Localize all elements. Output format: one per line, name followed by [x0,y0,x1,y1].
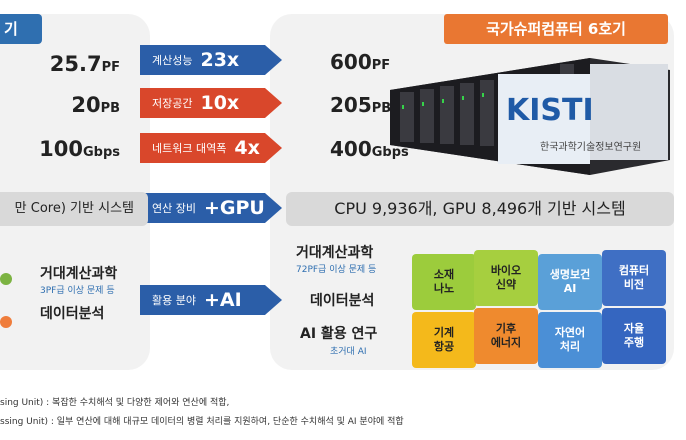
new-use-bigcompute-sub: 72PF급 이상 문제 등 [296,265,377,275]
legacy-use-bigcompute: 거대계산과학 [40,266,118,282]
application-arrow: 활용 분야 +AI [140,285,282,315]
kisti-logo: KISTI [506,93,594,128]
new-use-bigcompute: 거대계산과학 [296,245,374,261]
compute-arrow: 계산성능 23x [140,45,282,75]
puzzle-piece: 기계 항공 [412,312,476,368]
new-compute-value: 600PF [330,50,391,74]
cpu-footnote: sing Unit) : 복잡한 수치해석 및 다양한 제어와 연산에 적합, [0,398,230,408]
new-use-ai: AI 활용 연구 [300,326,378,342]
supercomputer-image: KISTI 한국과학기술정보연구원 [390,58,670,175]
legacy-system-tab: 기 [0,14,42,44]
puzzle-piece: 자연어 처리 [538,312,602,368]
legacy-network-value: 100Gbps [39,137,120,161]
kisti-caption: 한국과학기술정보연구원 [540,141,641,153]
new-system-tab: 국가슈퍼컴퓨터 6호기 [444,14,668,44]
new-use-ai-sub: 초거대 AI [330,347,367,357]
puzzle-piece: 기후 에너지 [474,308,538,364]
puzzle-piece: 바이오 신약 [474,250,538,306]
green-dot-icon [0,273,12,285]
application-puzzle: 소재 나노 바이오 신약 생명보건 AI 컴퓨터 비전 기계 항공 기후 에너지… [408,250,674,370]
new-system-bar: CPU 9,936개, GPU 8,496개 기반 시스템 [286,192,674,226]
new-network-value: 400Gbps [330,137,409,161]
hardware-arrow: 연산 장비 +GPU [140,193,282,223]
puzzle-piece: 생명보건 AI [538,254,602,310]
orange-dot-icon [0,316,12,328]
puzzle-piece: 자율 주행 [602,308,666,364]
new-use-data: 데이터분석 [310,293,375,309]
network-arrow: 네트워크 대역폭 4x [140,133,282,163]
puzzle-piece: 컴퓨터 비전 [602,250,666,306]
legacy-system-bar: 만 Core) 기반 시스템 [0,192,148,226]
puzzle-piece: 소재 나노 [412,254,476,310]
legacy-use-data: 데이터분석 [40,306,105,322]
gpu-footnote: ssing Unit) : 일부 연산에 대해 대규모 데이터의 병렬 처리를 … [0,417,404,427]
new-storage-value: 205PB [330,93,392,117]
legacy-storage-value: 20PB [71,93,120,117]
storage-arrow: 저장공간 10x [140,88,282,118]
legacy-compute-value: 25.7PF [49,52,120,76]
legacy-use-bigcompute-sub: 3PF급 이상 문제 등 [40,286,115,296]
